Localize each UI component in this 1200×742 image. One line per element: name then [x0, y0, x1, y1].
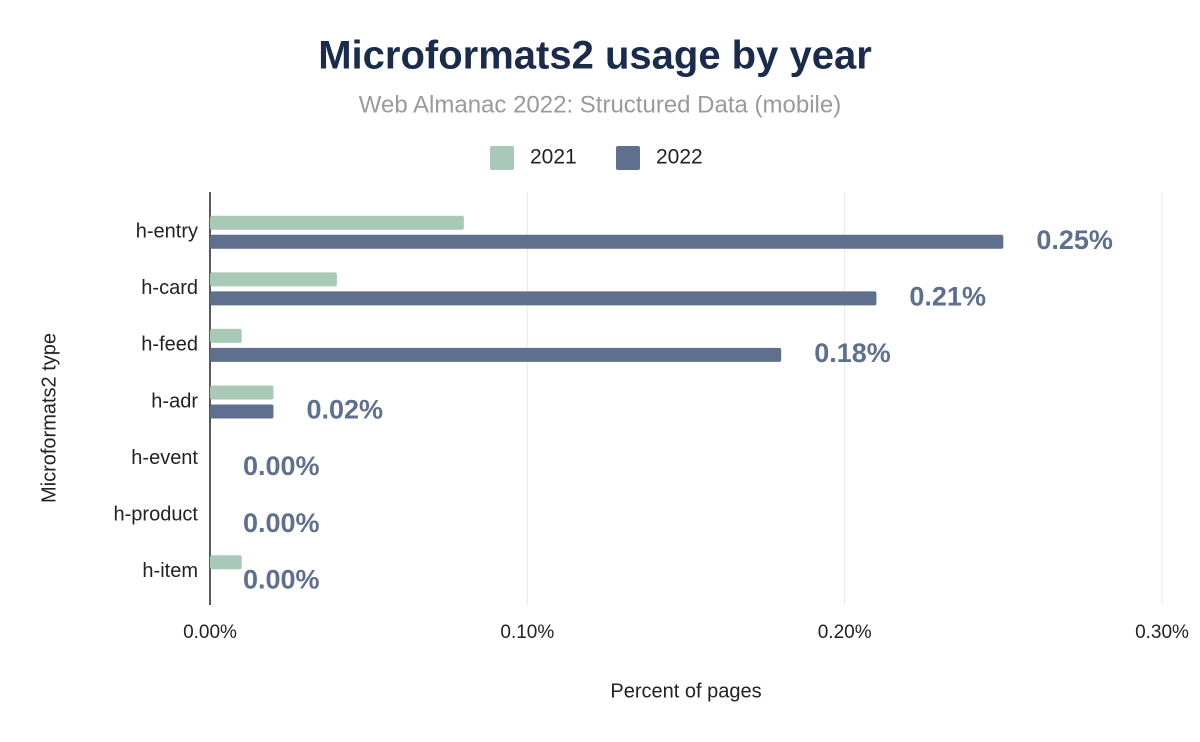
- bar: [210, 385, 274, 400]
- legend-swatch: [490, 146, 514, 170]
- x-tick-label: 0.30%: [1135, 622, 1189, 643]
- data-label: 0.00%: [243, 564, 320, 594]
- data-label: 0.00%: [243, 508, 320, 538]
- y-tick-label: h-feed: [141, 334, 198, 356]
- x-tick-label: 0.00%: [183, 622, 237, 643]
- bar: [210, 291, 877, 306]
- y-axis-label: Microformats2 type: [38, 333, 60, 503]
- chart-title: Microformats2 usage by year: [318, 34, 872, 78]
- bar: [210, 272, 337, 287]
- legend-label: 2022: [656, 146, 703, 169]
- bar: [210, 347, 782, 362]
- bar: [210, 555, 242, 570]
- legend-swatch: [616, 146, 640, 170]
- bar: [210, 215, 464, 230]
- data-label: 0.02%: [306, 395, 383, 425]
- y-tick-label: h-product: [114, 503, 199, 525]
- y-tick-label: h-adr: [151, 390, 198, 412]
- data-label: 0.00%: [243, 451, 320, 481]
- bar: [210, 328, 242, 343]
- y-tick-label: h-item: [142, 560, 198, 582]
- x-tick-label: 0.20%: [818, 622, 872, 643]
- bar: [210, 404, 274, 419]
- y-tick-label: h-entry: [136, 221, 198, 243]
- data-label: 0.25%: [1036, 225, 1113, 255]
- y-tick-label: h-event: [131, 447, 198, 469]
- y-tick-label: h-card: [141, 277, 198, 299]
- x-tick-label: 0.10%: [500, 622, 554, 643]
- chart-subtitle: Web Almanac 2022: Structured Data (mobil…: [359, 91, 841, 118]
- legend-label: 2021: [530, 146, 577, 169]
- data-label: 0.18%: [814, 338, 891, 368]
- data-label: 0.21%: [909, 281, 986, 311]
- x-axis-label: Percent of pages: [610, 680, 761, 702]
- bar: [210, 234, 1004, 249]
